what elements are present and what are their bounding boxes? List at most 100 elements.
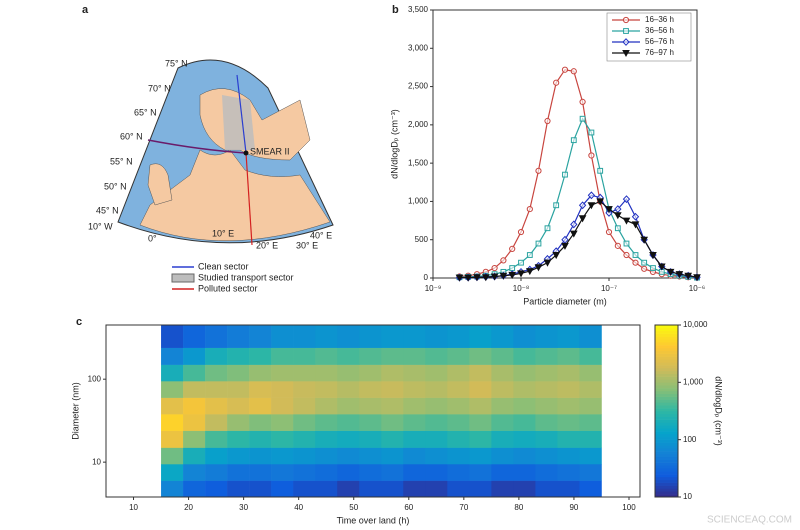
colorbar-step (655, 488, 678, 492)
lon-label: 40° E (310, 230, 332, 240)
heatmap-cell (513, 364, 536, 382)
heatmap-cell (425, 447, 448, 465)
transport-sector (222, 95, 255, 150)
heatmap-cell (557, 347, 580, 365)
marker (597, 167, 604, 174)
colorbar-step (655, 451, 678, 455)
site-label: SMEAR II (250, 146, 290, 156)
marker (473, 274, 481, 282)
x-axis-label: Time over land (h) (337, 515, 410, 525)
marker (623, 251, 630, 259)
heatmap-cell (579, 325, 602, 348)
heatmap-cell (337, 397, 360, 415)
y-tick-label: 10 (92, 457, 101, 466)
colorbar-label: dN/dlogDₚ (cm⁻³) (714, 376, 724, 446)
heatmap-cell (315, 480, 338, 498)
heatmap-cell (403, 414, 426, 431)
heatmap-cell (381, 397, 404, 415)
heatmap-cell (227, 381, 250, 398)
heatmap-cell (425, 347, 448, 365)
watermark: SCIENCEAQ.COM (707, 515, 792, 526)
colorbar-step (655, 365, 678, 369)
marker (649, 252, 657, 260)
lon-label: 20° E (256, 240, 278, 250)
heatmap-cell (403, 397, 426, 415)
heatmap-cell (227, 447, 250, 465)
marker (631, 212, 640, 221)
x-tick-label: 50 (349, 503, 358, 512)
heatmap-cell (447, 325, 470, 348)
colorbar-step (655, 474, 678, 478)
heatmap-cell (381, 463, 404, 481)
heatmap-cell (535, 430, 558, 448)
marker (650, 265, 656, 271)
lat-label: 75° N (165, 58, 188, 68)
heatmap-cell (447, 347, 470, 365)
parallel (147, 139, 247, 154)
lat-label: 70° N (148, 83, 171, 93)
marker (544, 225, 551, 232)
heatmap-cell (447, 381, 470, 398)
panel-label: c (76, 316, 82, 328)
heatmap-cell (271, 480, 294, 498)
marker (622, 195, 631, 204)
heatmap-cell (227, 463, 250, 481)
marker (553, 202, 560, 209)
colorbar-step (655, 439, 678, 443)
heatmap-cell (205, 381, 228, 398)
heatmap-cell (447, 397, 470, 415)
heatmap-cell (403, 480, 426, 498)
heatmap-cell (205, 325, 228, 348)
heatmap-cell (337, 430, 360, 448)
marker (640, 236, 649, 244)
heatmap-cell (293, 397, 316, 415)
heatmap-cell (557, 447, 580, 465)
heatmap-cell (337, 447, 360, 465)
heatmap-cell (359, 381, 382, 398)
heatmap-cell (557, 381, 580, 398)
marker (675, 271, 684, 279)
heatmap-cell (271, 430, 294, 448)
heatmap-cell (579, 447, 602, 465)
heatmap-cell (403, 430, 426, 448)
colorbar-step (655, 408, 678, 412)
marker (525, 268, 534, 276)
heatmap-cell (447, 364, 470, 382)
colorbar-step (655, 393, 678, 397)
heatmap-cell (425, 430, 448, 448)
heatmap-cell (513, 414, 536, 431)
colorbar-step (655, 379, 678, 383)
marker (631, 221, 640, 229)
x-tick-label: 10 (129, 503, 138, 512)
heatmap-cell (315, 430, 338, 448)
heatmap-cell (491, 397, 514, 415)
colorbar-step (655, 342, 678, 346)
heatmap-cell (271, 447, 294, 465)
legend-frame (606, 12, 692, 62)
marker (499, 272, 508, 280)
marker (561, 242, 569, 250)
colorbar-step (655, 436, 678, 440)
x-tick-label: 10⁻⁶ (689, 284, 705, 293)
marker (622, 217, 631, 225)
colorbar-step (655, 373, 678, 377)
heatmap-cell (491, 480, 514, 498)
colorbar-step (655, 425, 678, 429)
colorbar-step (655, 405, 678, 409)
site-marker (243, 150, 249, 156)
heatmap-cell (227, 480, 250, 498)
lon-label: 10° W (88, 221, 113, 231)
x-axis-label: Particle diameter (m) (523, 296, 607, 306)
heatmap-cell (359, 414, 382, 431)
heatmap-cell (161, 414, 184, 431)
heatmap-cell (161, 347, 184, 365)
colorbar-step (655, 336, 678, 340)
heatmap-cell (425, 325, 448, 348)
colorbar-step (655, 459, 678, 463)
heatmap-cell (359, 397, 382, 415)
marker (509, 245, 516, 253)
marker (517, 270, 525, 278)
marker (622, 16, 630, 24)
colorbar-step (655, 402, 678, 406)
